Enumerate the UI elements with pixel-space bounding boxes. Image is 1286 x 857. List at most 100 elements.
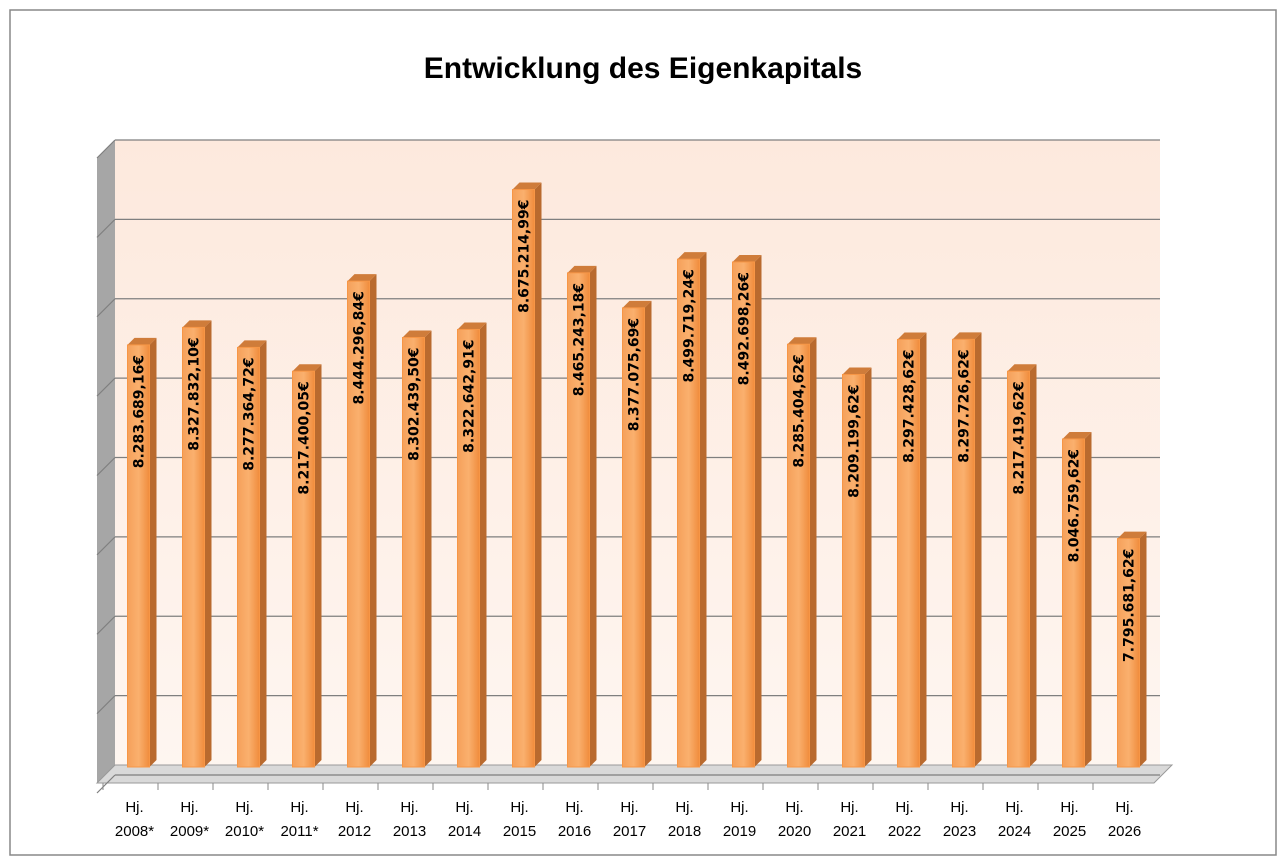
grid-line-wall <box>96 536 116 556</box>
value-label: 8.499.719,24€ <box>682 269 698 382</box>
bar-side <box>1029 364 1037 767</box>
grid-line-wall <box>96 139 116 159</box>
bar <box>567 272 590 768</box>
bar <box>237 346 260 768</box>
bar-group: 8.322.642,91€ <box>457 322 487 768</box>
bar <box>622 307 645 768</box>
bar-group: 8.302.439,50€ <box>402 330 432 768</box>
value-label: 8.209.199,62€ <box>847 384 863 497</box>
bar-group: 8.377.075,69€ <box>622 300 652 768</box>
bar <box>732 261 755 768</box>
bar-group: 7.795.681,62€ <box>1117 531 1147 768</box>
bar <box>1007 370 1030 768</box>
grid-line-wall <box>96 377 116 397</box>
x-tick-label: Hj. 2016 <box>558 799 591 840</box>
value-label: 8.217.419,62€ <box>1012 381 1028 494</box>
bar-top <box>897 332 927 340</box>
bar-side <box>974 332 982 767</box>
bar-group: 8.444.296,84€ <box>347 274 377 768</box>
bar-group: 8.046.759,62€ <box>1062 431 1092 768</box>
grid-line-wall <box>96 774 116 794</box>
bar-group: 8.327.832,10€ <box>182 320 212 768</box>
bar-top <box>677 252 707 260</box>
x-tick-label: Hj. 2013 <box>393 799 426 840</box>
bar-group: 8.297.428,62€ <box>897 332 927 768</box>
x-tick-label: Hj. 2021 <box>833 799 866 840</box>
bar-top <box>787 337 817 345</box>
x-tick-label: Hj. 2008* <box>115 799 154 840</box>
bar-top <box>1062 431 1092 439</box>
bar <box>842 373 865 768</box>
x-tick-label: Hj. 2024 <box>998 799 1031 840</box>
floor <box>95 764 1174 784</box>
bar <box>512 189 535 768</box>
x-tick-label: Hj. 2012 <box>338 799 371 840</box>
bar-group: 8.285.404,62€ <box>787 337 817 768</box>
bar <box>127 344 150 768</box>
bar-side <box>699 252 707 767</box>
bar-side <box>589 265 597 767</box>
value-label: 8.046.759,62€ <box>1067 449 1083 562</box>
bar <box>347 280 370 768</box>
bar-side <box>864 367 872 767</box>
bar-side <box>534 182 542 767</box>
x-tick-label: Hj. 2022 <box>888 799 921 840</box>
x-tick-label: Hj. 2014 <box>448 799 481 840</box>
grid-line-wall <box>96 695 116 715</box>
bar-group: 8.499.719,24€ <box>677 252 707 768</box>
x-tick-label: Hj. 2010* <box>225 799 264 840</box>
value-label: 8.492.698,26€ <box>737 272 753 385</box>
value-label: 8.285.404,62€ <box>792 354 808 467</box>
chart-title: Entwicklung des Eigenkapitals <box>424 52 862 85</box>
bar-side <box>644 300 652 767</box>
bar-side <box>314 364 322 767</box>
x-tick-label: Hj. 2025 <box>1053 799 1086 840</box>
bar-side <box>919 332 927 767</box>
x-tick-label: Hj. 2015 <box>503 799 536 840</box>
x-tick-label: Hj. 2018 <box>668 799 701 840</box>
bar-top <box>347 274 377 282</box>
bar-top <box>622 300 652 308</box>
side-wall <box>97 140 115 783</box>
bar-side <box>424 330 432 767</box>
bar-group: 8.297.726,62€ <box>952 332 982 768</box>
grid-line-wall <box>96 457 116 476</box>
bar-group: 8.283.689,16€ <box>127 337 157 768</box>
value-label: 8.297.726,62€ <box>957 349 973 462</box>
bar <box>457 328 480 768</box>
bar <box>1117 538 1140 768</box>
x-tick-label: Hj. 2023 <box>943 799 976 840</box>
bar-top <box>1117 531 1147 539</box>
bar <box>952 338 975 768</box>
bar-side <box>1139 531 1147 767</box>
bar-group: 8.675.214,99€ <box>512 182 542 768</box>
x-tick-label: Hj. 2009* <box>170 799 209 840</box>
bar-group: 8.465.243,18€ <box>567 265 597 768</box>
bar-top <box>237 340 267 348</box>
bar-top <box>182 320 212 328</box>
bar-group: 8.217.419,62€ <box>1007 364 1037 768</box>
grid-line-wall <box>96 298 116 318</box>
bar-top <box>567 265 597 273</box>
value-label: 8.322.642,91€ <box>462 339 478 452</box>
bar <box>182 326 205 768</box>
bar-side <box>479 322 487 767</box>
x-tick-label: Hj. 2019 <box>723 799 756 840</box>
grid-line-wall <box>96 218 116 238</box>
bar-side <box>754 254 762 767</box>
x-tick-label: Hj. 2020 <box>778 799 811 840</box>
bar-top <box>1007 364 1037 372</box>
value-label: 8.297.428,62€ <box>902 349 918 462</box>
value-label: 7.795.681,62€ <box>1122 549 1138 662</box>
bar <box>292 370 315 768</box>
bar-group: 8.492.698,26€ <box>732 254 762 768</box>
bar-top <box>732 254 762 262</box>
bar <box>787 343 810 768</box>
bar-top <box>952 332 982 340</box>
bar-side <box>809 337 817 767</box>
bar <box>402 336 425 768</box>
bar-side <box>259 340 267 767</box>
value-label: 8.327.832,10€ <box>187 337 203 450</box>
value-label: 8.465.243,18€ <box>572 283 588 396</box>
x-tick-label: Hj. 2011* <box>280 799 318 840</box>
